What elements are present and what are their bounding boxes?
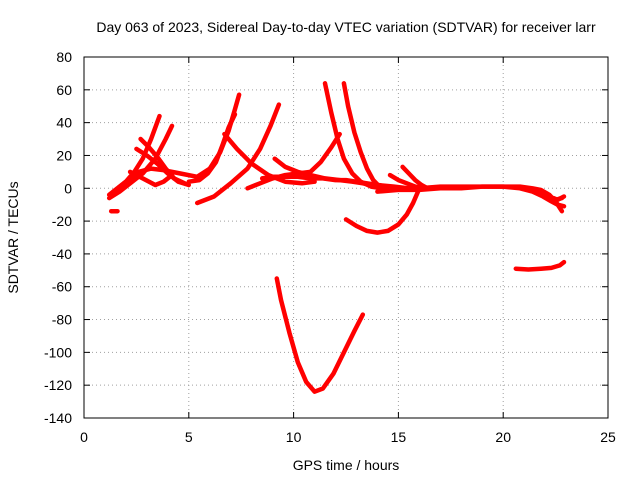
series-line-17 bbox=[343, 186, 422, 235]
y-tick-label: 80 bbox=[56, 49, 72, 65]
series-line-8 bbox=[194, 102, 282, 206]
y-tick-label: -120 bbox=[44, 377, 72, 393]
series-line-21 bbox=[417, 184, 567, 209]
series-line-23 bbox=[551, 194, 567, 203]
series-line-3 bbox=[106, 123, 175, 201]
y-tick-label: -100 bbox=[44, 344, 72, 360]
series-line-15 bbox=[341, 81, 391, 193]
series-line-14 bbox=[322, 81, 384, 191]
series-line-16 bbox=[274, 276, 366, 394]
y-tick-label: -140 bbox=[44, 410, 72, 426]
grid-layer bbox=[84, 57, 608, 418]
chart-title: Day 063 of 2023, Sidereal Day-to-day VTE… bbox=[96, 19, 596, 35]
series-line-9 bbox=[186, 112, 238, 184]
x-tick-label: 15 bbox=[391, 429, 407, 445]
y-tick-label: 60 bbox=[56, 82, 72, 98]
x-tick-label: 25 bbox=[600, 429, 616, 445]
y-tick-label: -60 bbox=[52, 279, 72, 295]
y-tick-label: -40 bbox=[52, 246, 72, 262]
y-tick-label: 20 bbox=[56, 147, 72, 163]
y-axis-label: SDTVAR / TECUs bbox=[5, 181, 21, 293]
x-tick-label: 5 bbox=[185, 429, 193, 445]
series-line-24 bbox=[513, 259, 567, 272]
series-line-7 bbox=[127, 169, 175, 188]
x-tick-label: 20 bbox=[495, 429, 511, 445]
tick-layer: 0 5 10 15 20 25 -140 -120 -100 -80 -60 -40 -20 0 20 40 6… bbox=[44, 49, 616, 445]
y-tick-label: 0 bbox=[64, 180, 72, 196]
y-tick-label: -80 bbox=[52, 312, 72, 328]
series-layer bbox=[106, 81, 567, 394]
series-line-10 bbox=[222, 131, 317, 186]
plot-frame bbox=[83, 56, 609, 419]
x-tick-label: 10 bbox=[286, 429, 302, 445]
y-tick-label: 40 bbox=[56, 115, 72, 131]
x-axis-label: GPS time / hours bbox=[293, 457, 400, 473]
x-tick-label: 0 bbox=[80, 429, 88, 445]
series-line-6 bbox=[138, 136, 187, 186]
y-tick-label: -20 bbox=[52, 213, 72, 229]
